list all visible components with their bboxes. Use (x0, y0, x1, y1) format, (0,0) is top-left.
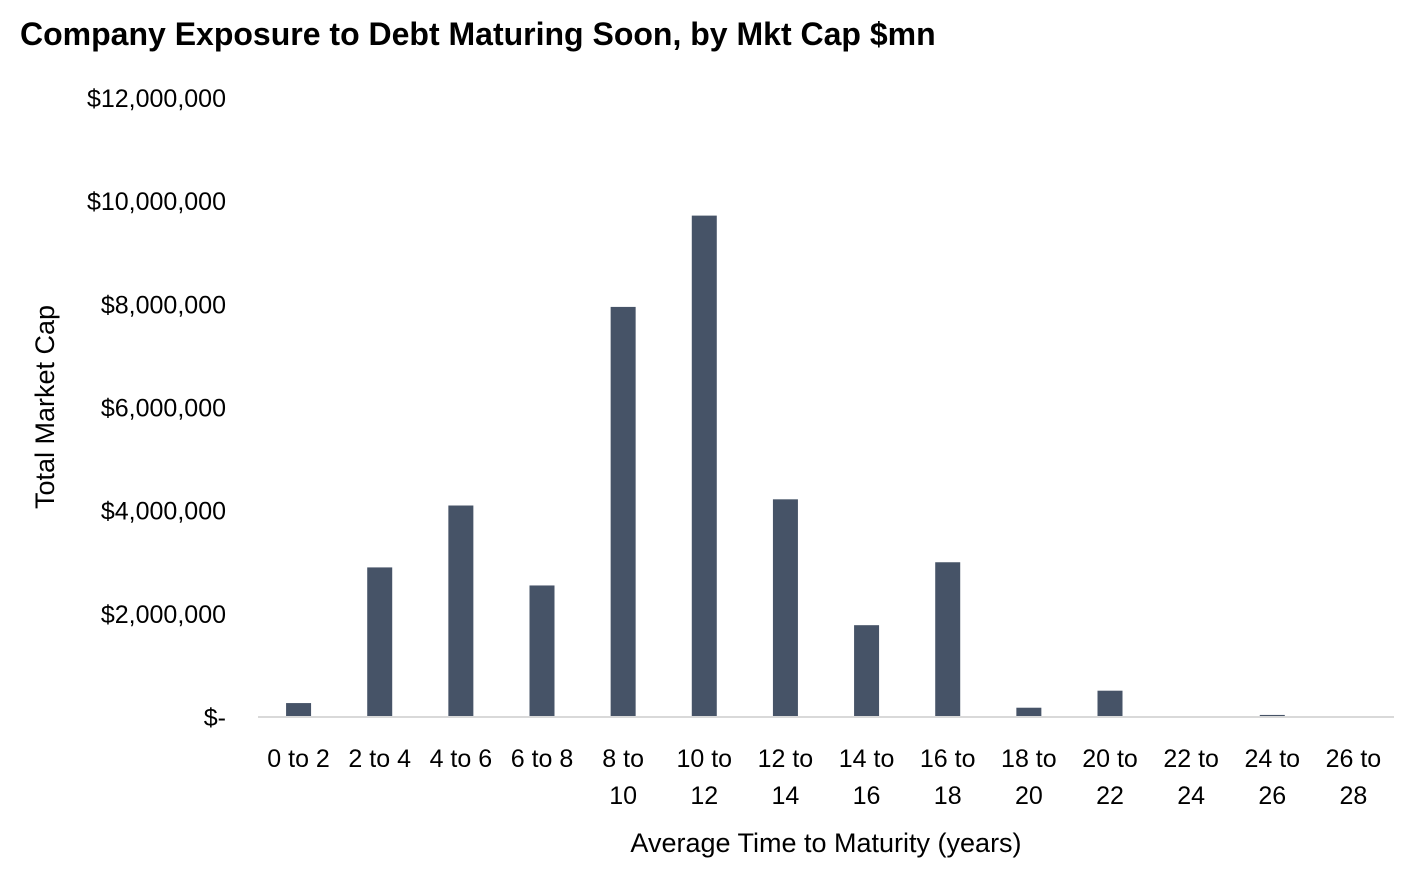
x-axis-ticks: 0 to 2 2 to 4 4 to 6 6 to 8 8 to 10 10 to 12 12 … (267, 745, 1381, 810)
x-tick-label: 26 (1258, 782, 1286, 810)
bar (529, 585, 555, 717)
y-tick-label: $2,000,000 (101, 601, 226, 629)
bar (286, 703, 312, 717)
x-axis-title: Average Time to Maturity (years) (630, 828, 1021, 858)
bar (448, 505, 474, 717)
x-tick-label: 20 (1015, 782, 1043, 810)
x-tick-label: 16 (853, 782, 881, 810)
x-tick-label: 18 (934, 782, 962, 810)
y-tick-label: $- (204, 704, 226, 732)
bar (1016, 707, 1042, 717)
bar (1259, 714, 1285, 717)
x-tick-label: 28 (1340, 782, 1368, 810)
y-tick-label: $6,000,000 (101, 395, 226, 423)
bar (610, 306, 636, 717)
x-tick-label: 12 to (758, 745, 814, 773)
y-tick-label: $4,000,000 (101, 498, 226, 526)
x-tick-label: 22 to (1163, 745, 1219, 773)
bar (367, 567, 393, 717)
x-tick-label: 18 to (1001, 745, 1057, 773)
bars (286, 215, 1285, 718)
x-tick-label: 14 to (839, 745, 895, 773)
x-tick-label: 26 to (1326, 745, 1382, 773)
y-axis-title: Total Market Cap (30, 305, 60, 509)
x-tick-label: 4 to 6 (430, 745, 493, 773)
y-tick-label: $10,000,000 (87, 188, 226, 216)
x-tick-label: 14 (772, 782, 800, 810)
x-tick-label: 10 (609, 782, 637, 810)
y-tick-label: $8,000,000 (101, 291, 226, 319)
x-tick-label: 8 to (602, 745, 644, 773)
bar (691, 215, 717, 718)
x-tick-label: 6 to 8 (511, 745, 574, 773)
x-tick-label: 0 to 2 (267, 745, 330, 773)
x-tick-label: 22 (1096, 782, 1124, 810)
bar (1097, 690, 1123, 717)
x-tick-label: 20 to (1082, 745, 1138, 773)
bar (772, 499, 798, 717)
bar (854, 625, 880, 717)
y-tick-label: $12,000,000 (87, 85, 226, 113)
x-tick-label: 24 to (1244, 745, 1300, 773)
y-axis-ticks: $- $2,000,000 $4,000,000 $6,000,000 $8,000,0… (87, 85, 226, 732)
bar (935, 562, 961, 717)
chart-title: Company Exposure to Debt Maturing Soon, … (20, 16, 936, 52)
x-tick-label: 16 to (920, 745, 976, 773)
x-tick-label: 10 to (676, 745, 732, 773)
x-tick-label: 2 to 4 (348, 745, 411, 773)
x-tick-label: 24 (1177, 782, 1205, 810)
x-tick-label: 12 (690, 782, 718, 810)
